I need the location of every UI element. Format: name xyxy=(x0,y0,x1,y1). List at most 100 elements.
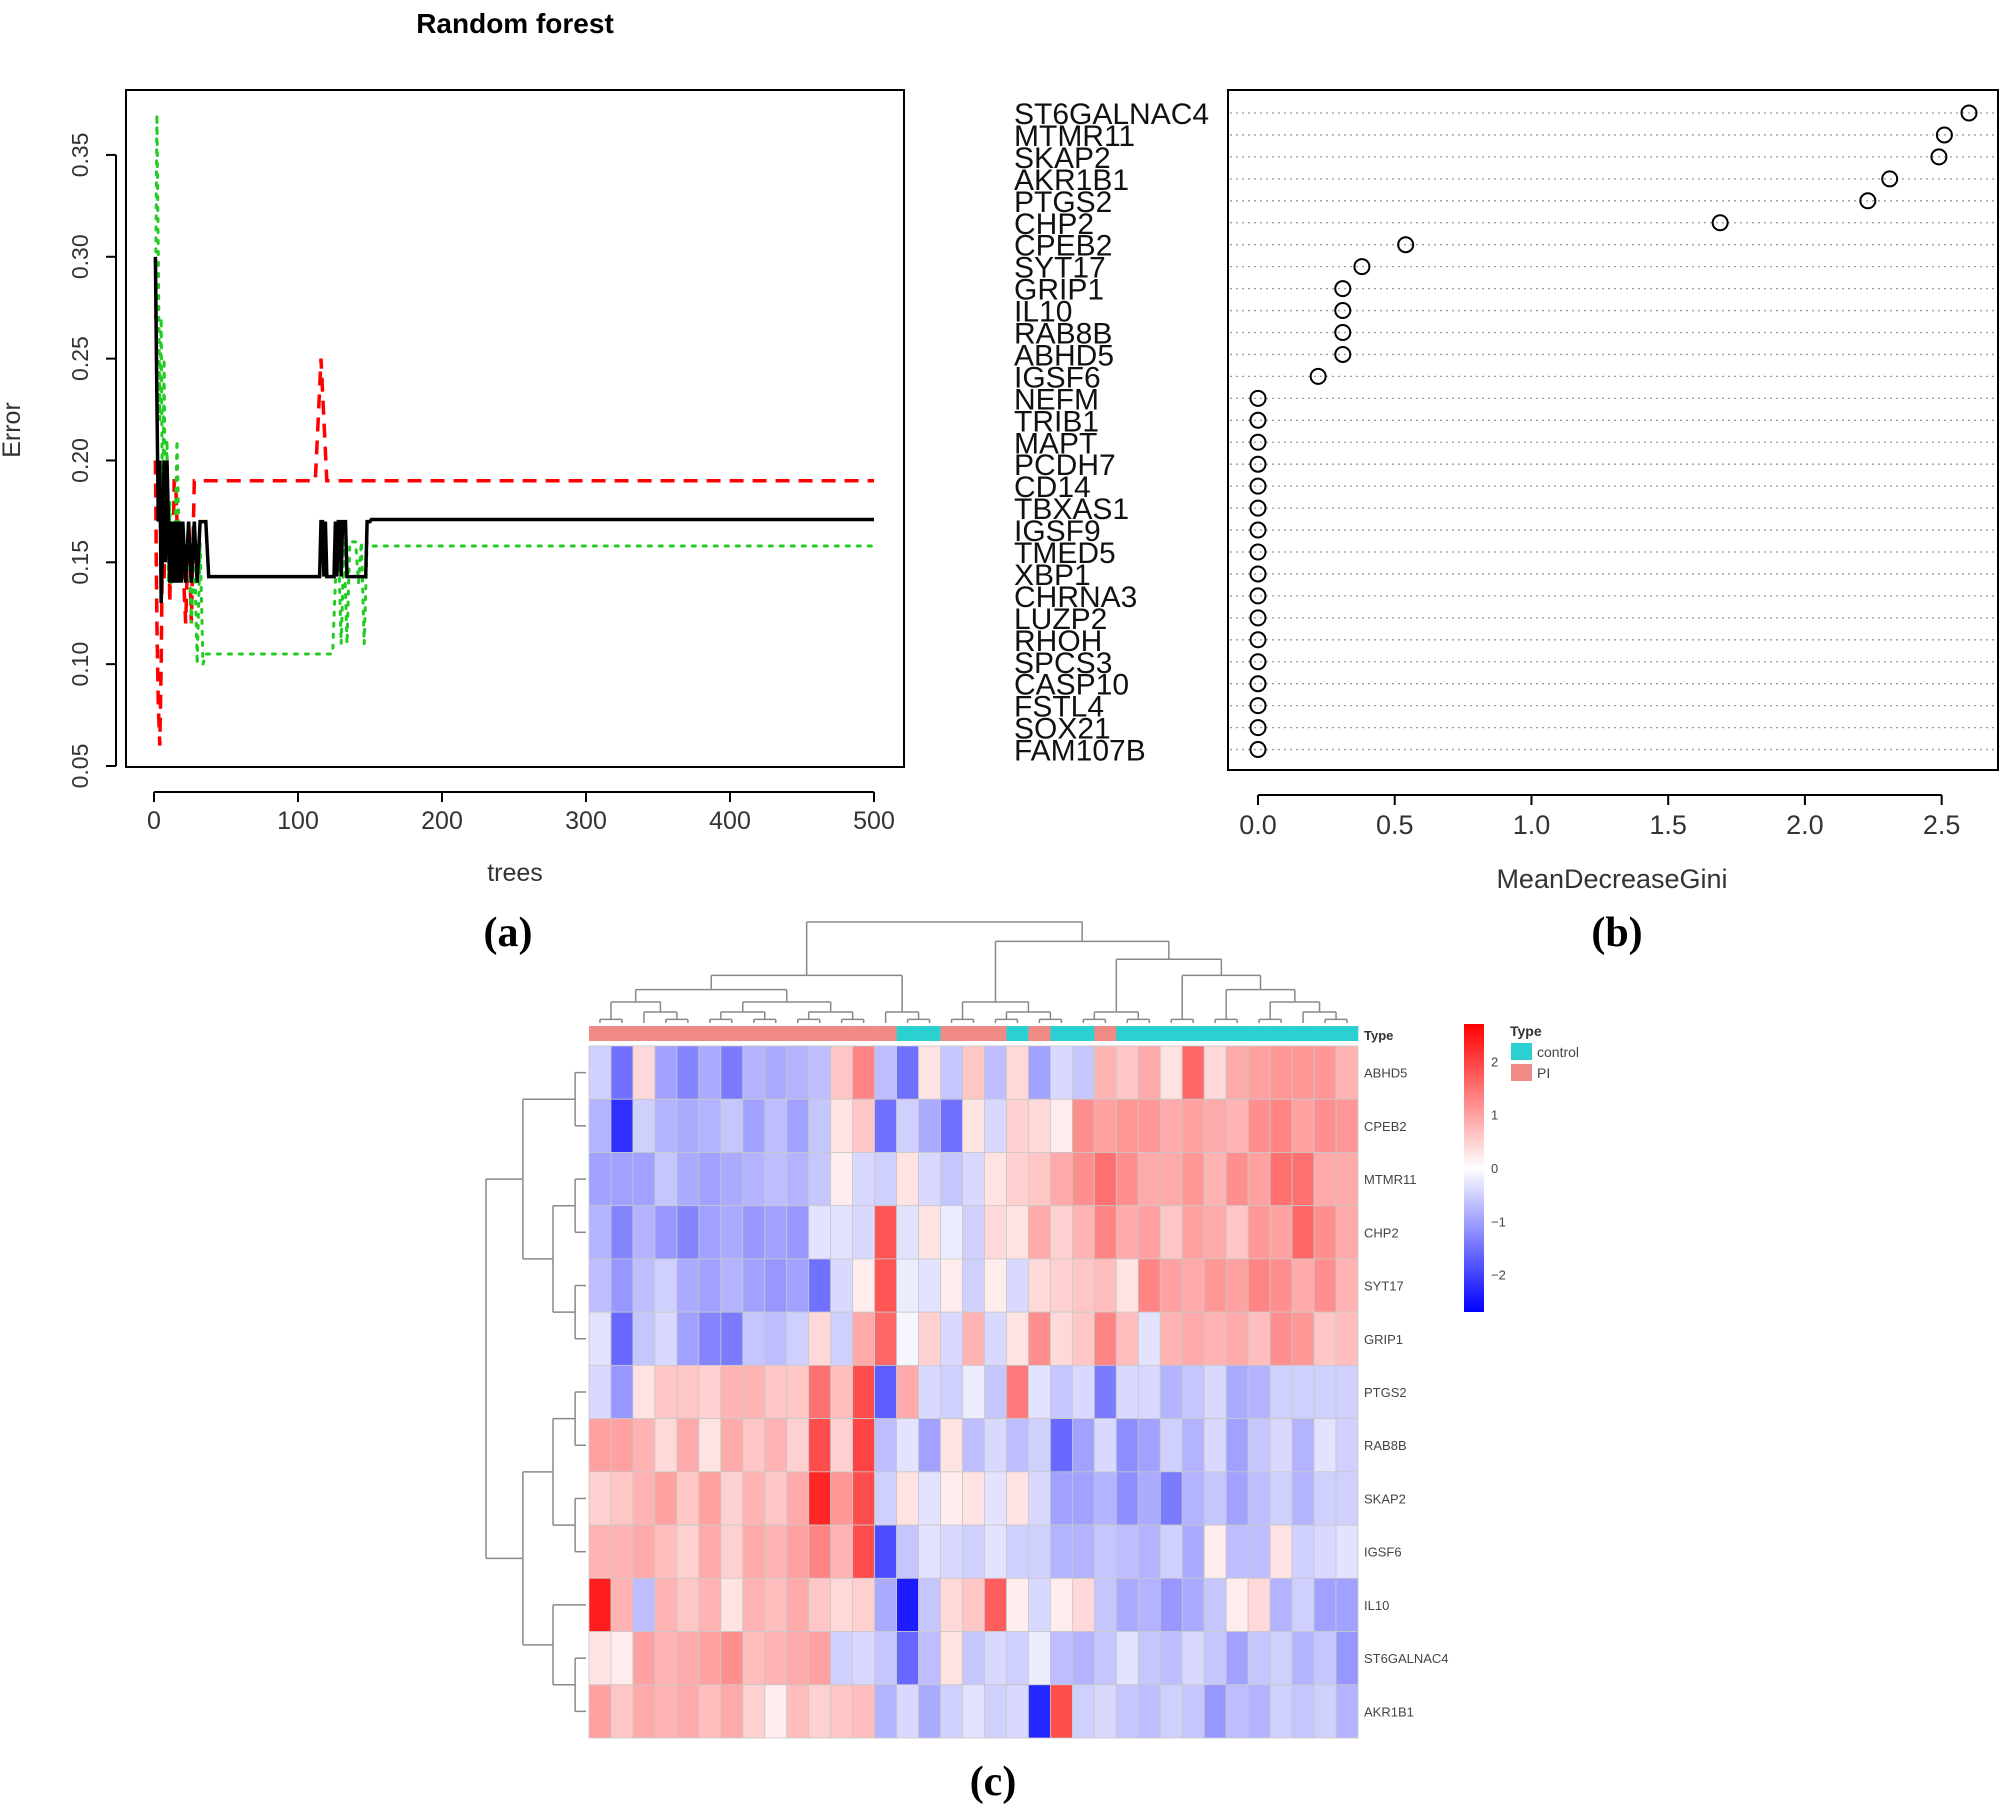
heatmap-cell xyxy=(1050,1577,1073,1632)
heatmap-cell xyxy=(1137,1684,1161,1739)
heatmap-cell xyxy=(1050,1311,1073,1366)
heatmap-cell xyxy=(1203,1418,1227,1473)
heatmap-cell xyxy=(698,1364,722,1420)
panel-a-series-class-pi xyxy=(153,114,876,665)
heatmap-cell xyxy=(830,1524,854,1579)
heatmap-cell xyxy=(830,1684,854,1739)
heatmap-cell xyxy=(610,1098,634,1153)
heatmap-cell xyxy=(1181,1258,1205,1313)
panel-b-x-tick-label: 2.0 xyxy=(1786,810,1824,840)
heatmap-cell xyxy=(1313,1471,1337,1526)
heatmap-cell xyxy=(874,1258,898,1313)
heatmap-cell xyxy=(786,1418,810,1473)
heatmap-cell xyxy=(1093,1311,1117,1366)
heatmap-cell xyxy=(1115,1471,1139,1526)
panel-b-point xyxy=(1334,324,1352,341)
heatmap-cell xyxy=(1225,1258,1249,1313)
heatmap-cell xyxy=(764,1524,788,1579)
heatmap-cell xyxy=(1137,1205,1161,1260)
heatmap-cell xyxy=(984,1311,1007,1366)
heatmap-cell xyxy=(1247,1418,1271,1473)
heatmap-cell xyxy=(676,1205,700,1260)
heatmap-cell xyxy=(698,1205,722,1260)
heatmap-cell xyxy=(808,1098,832,1153)
heatmap-cell xyxy=(918,1152,941,1207)
heatmap-row-label: ST6GALNAC4 xyxy=(1364,1651,1449,1666)
panel-b-point xyxy=(1249,565,1267,583)
heatmap-cell xyxy=(676,1684,700,1739)
heatmap-row-label: PTGS2 xyxy=(1364,1385,1407,1400)
panel-b-point xyxy=(1249,741,1267,759)
heatmap-cell xyxy=(1335,1045,1359,1100)
heatmap-cell xyxy=(940,1045,963,1100)
heatmap-cell xyxy=(984,1471,1007,1526)
annotation-cell-control xyxy=(1182,1026,1205,1041)
heatmap-cell xyxy=(632,1684,656,1739)
heatmap-cell xyxy=(808,1258,832,1313)
annotation-cell-control xyxy=(1050,1026,1073,1041)
legend-label-control: control xyxy=(1537,1044,1579,1060)
panel-b-gene-label: TRIB1 xyxy=(1014,405,1099,438)
panel-b-gene-label: FAM107B xyxy=(1014,735,1146,768)
heatmap-cell xyxy=(896,1684,919,1739)
heatmap-cell xyxy=(1028,1311,1051,1366)
annotation-cell-control xyxy=(1072,1026,1095,1041)
heatmap-cell xyxy=(632,1364,656,1420)
heatmap-cell xyxy=(1071,1364,1095,1420)
heatmap-cell xyxy=(786,1098,810,1153)
heatmap-cell xyxy=(1093,1205,1117,1260)
heatmap-cell xyxy=(632,1418,656,1473)
heatmap-cell xyxy=(720,1684,744,1739)
heatmap-cell xyxy=(610,1311,634,1366)
heatmap-cell xyxy=(720,1098,744,1153)
heatmap-cell xyxy=(1181,1418,1205,1473)
heatmap-cell xyxy=(1028,1631,1051,1686)
heatmap-cell xyxy=(742,1577,766,1632)
heatmap-cell xyxy=(830,1418,854,1473)
heatmap-cell xyxy=(764,1684,788,1739)
heatmap-cell xyxy=(698,1098,722,1153)
heatmap-row-label: CHP2 xyxy=(1364,1225,1399,1240)
heatmap-cell xyxy=(1071,1684,1095,1739)
heatmap-cell xyxy=(852,1205,876,1260)
heatmap-cell xyxy=(830,1205,854,1260)
heatmap-cell xyxy=(676,1258,700,1313)
heatmap-row-label: RAB8B xyxy=(1364,1438,1407,1453)
heatmap-cell xyxy=(984,1577,1007,1632)
heatmap-cell xyxy=(610,1418,634,1473)
panel-a-x-axis-label: trees xyxy=(487,859,543,887)
heatmap-cell xyxy=(808,1631,832,1686)
annotation-cell-pi xyxy=(676,1026,700,1041)
annotation-cell-control xyxy=(1292,1026,1315,1041)
heatmap-cell xyxy=(1181,1684,1205,1739)
panel-b-gene-label: CPEB2 xyxy=(1014,230,1112,263)
heatmap-cell xyxy=(1159,1577,1183,1632)
heatmap-cell xyxy=(962,1524,985,1579)
panel-a-y-tick-label: 0.10 xyxy=(67,642,93,687)
heatmap-cell xyxy=(962,1631,985,1686)
heatmap-cell xyxy=(1050,1471,1073,1526)
heatmap-cell xyxy=(786,1152,810,1207)
heatmap-cell xyxy=(632,1631,656,1686)
heatmap-cell xyxy=(940,1205,963,1260)
panel-b-point xyxy=(1935,126,1953,144)
panel-b-gene-label: PCDH7 xyxy=(1014,449,1116,482)
heatmap-cell xyxy=(1115,1311,1139,1366)
heatmap-cell xyxy=(654,1045,678,1100)
heatmap-cell xyxy=(852,1631,876,1686)
annotation-cell-pi xyxy=(962,1026,985,1041)
annotation-cell-pi xyxy=(720,1026,744,1041)
annotation-cell-control xyxy=(1116,1026,1139,1041)
heatmap-cell xyxy=(962,1045,985,1100)
heatmap-cell xyxy=(1050,1152,1073,1207)
panel-b-point xyxy=(1249,411,1267,429)
heatmap-cell xyxy=(1137,1045,1161,1100)
heatmap-cell xyxy=(764,1258,788,1313)
heatmap-cell xyxy=(1247,1152,1271,1207)
panel-a-y-tick-label: 0.35 xyxy=(67,133,93,178)
heatmap-cell xyxy=(1203,1684,1227,1739)
panel-b-gene-label: SPCS3 xyxy=(1014,647,1112,680)
heatmap-cell xyxy=(654,1524,678,1579)
heatmap-cell xyxy=(1093,1631,1117,1686)
